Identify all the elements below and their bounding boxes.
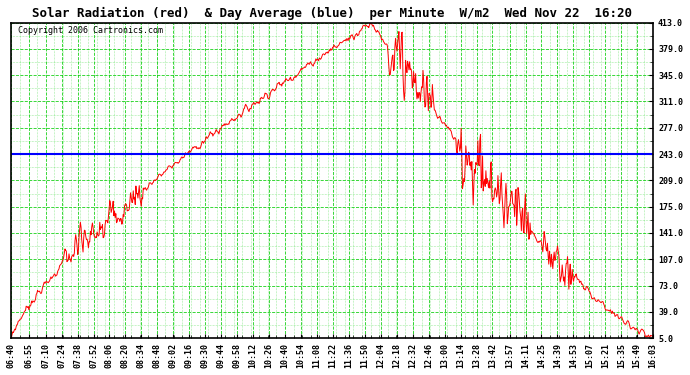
Text: Copyright 2006 Cartronics.com: Copyright 2006 Cartronics.com xyxy=(18,26,163,35)
Title: Solar Radiation (red)  & Day Average (blue)  per Minute  W/m2  Wed Nov 22  16:20: Solar Radiation (red) & Day Average (blu… xyxy=(32,7,632,20)
